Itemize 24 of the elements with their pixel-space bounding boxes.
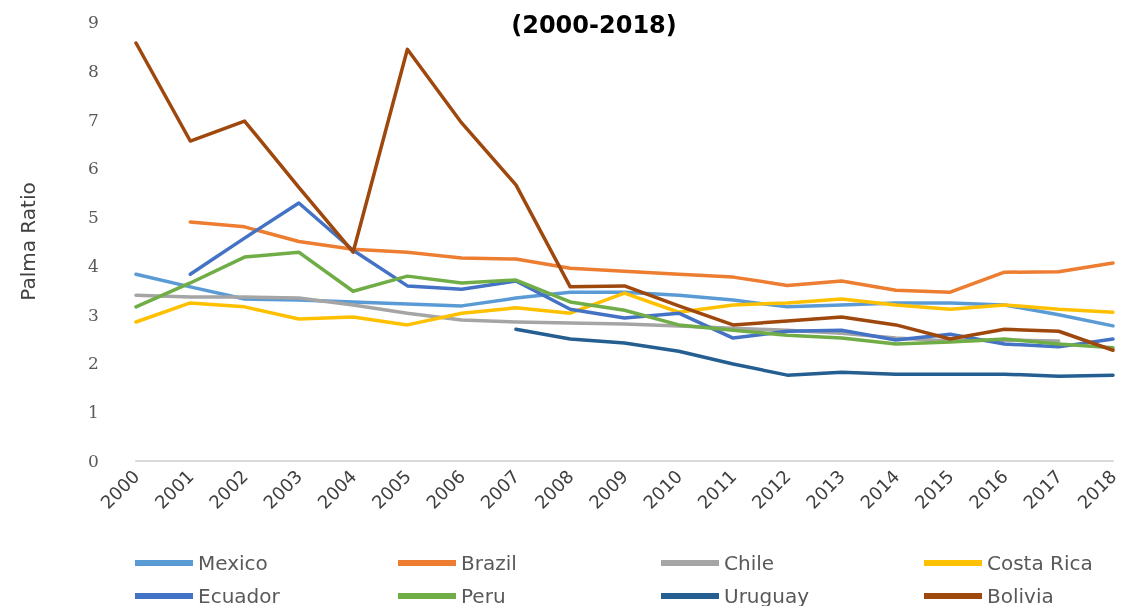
chart-title: (2000-2018) — [511, 11, 677, 39]
legend-label: Chile — [724, 551, 775, 575]
y-axis-title: Palma Ratio — [16, 182, 40, 301]
line-series — [134, 250, 1115, 350]
line-series — [134, 41, 1115, 353]
legend-label: Peru — [461, 584, 506, 606]
legend-label: Brazil — [461, 551, 517, 575]
y-tick-label: 3 — [88, 304, 99, 325]
y-tick-label: 9 — [88, 12, 99, 32]
line-series — [134, 291, 1115, 327]
y-tick-label: 5 — [88, 207, 99, 228]
y-tick-label: 8 — [88, 60, 99, 81]
y-tick-label: 0 — [88, 451, 99, 471]
y-tick-label: 1 — [88, 402, 99, 423]
legend-label: Mexico — [198, 551, 268, 575]
y-tick-label: 6 — [88, 158, 99, 179]
line-series — [188, 220, 1115, 294]
legend-label: Costa Rica — [987, 551, 1093, 575]
legend-label: Bolivia — [987, 584, 1054, 606]
y-tick-label: 2 — [88, 353, 99, 374]
line-series — [514, 327, 1115, 378]
y-tick-label: 4 — [88, 255, 99, 276]
legend-label: Ecuador — [198, 584, 281, 606]
y-tick-label: 7 — [88, 109, 99, 130]
